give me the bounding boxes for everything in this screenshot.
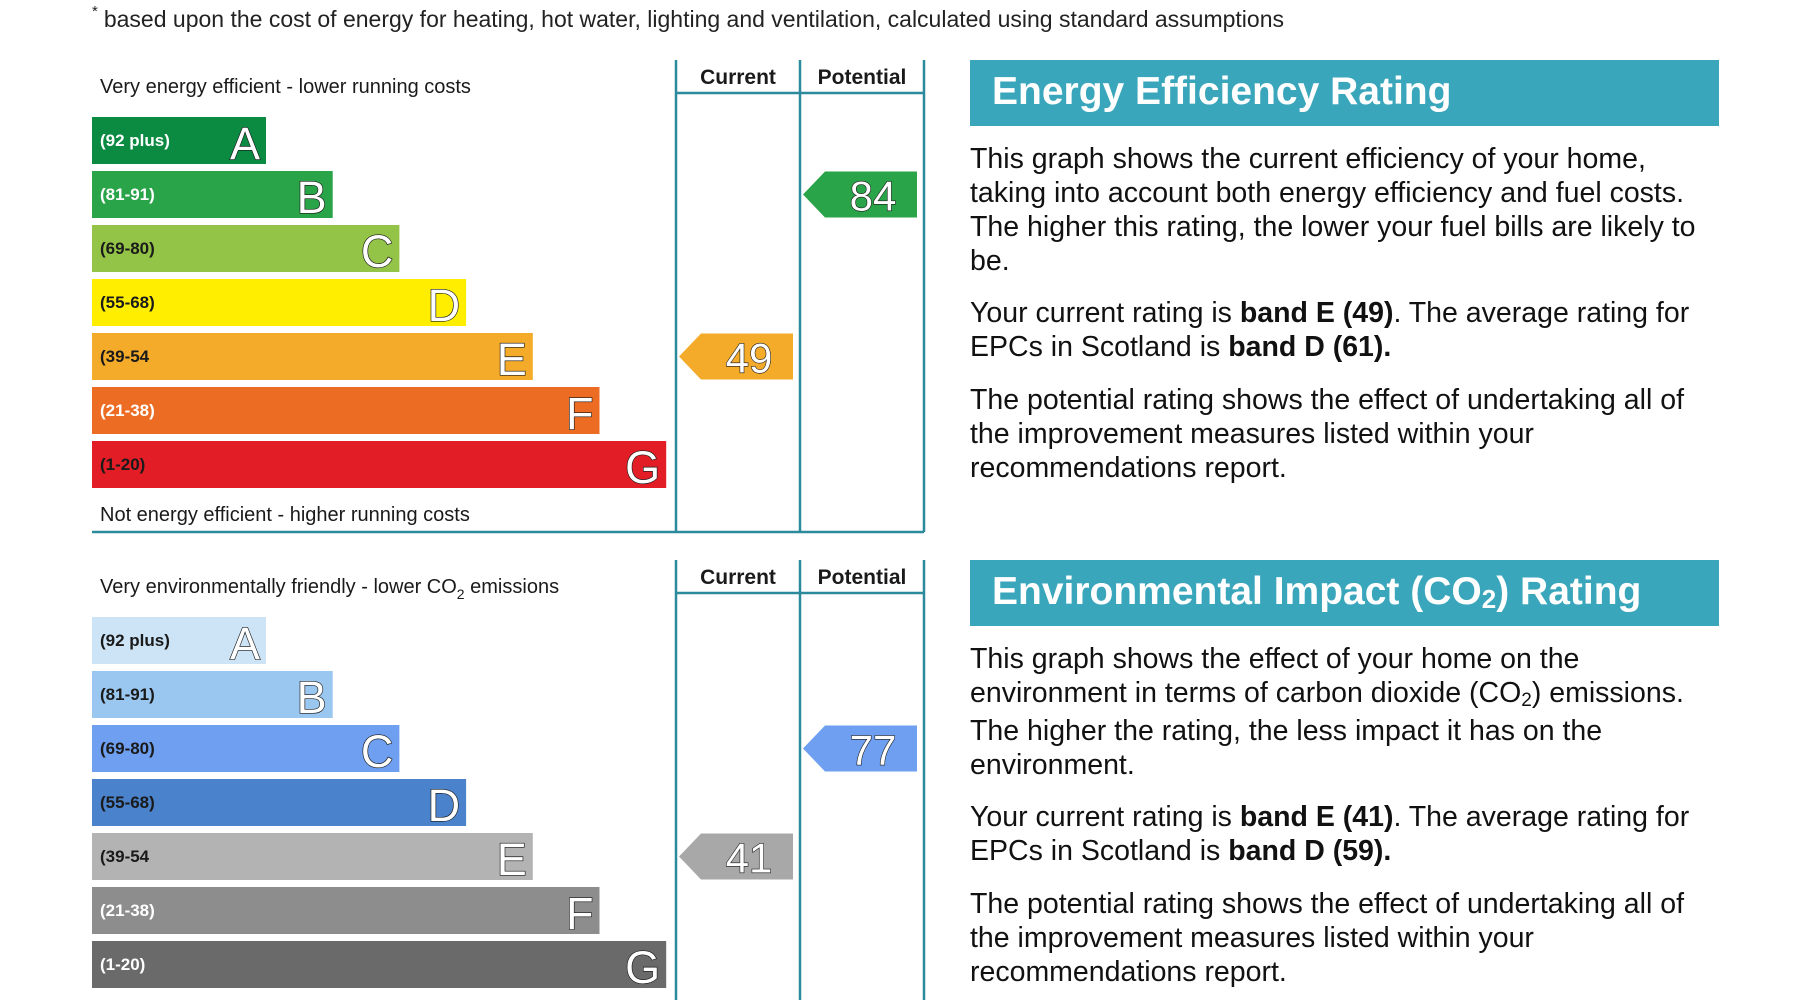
footnote: * based upon the cost of energy for heati… xyxy=(92,3,1284,33)
energy-current-rating-arrow xyxy=(679,333,793,380)
energy-band-b-letter: B xyxy=(297,172,327,223)
environment-description: This graph shows the effect of your home… xyxy=(970,643,1684,781)
energy-band-a-bar xyxy=(92,117,266,164)
environment-band-g-letter: G xyxy=(625,942,660,993)
environment-band-f-letter: F xyxy=(566,888,594,939)
environment-current-rating-arrow xyxy=(679,833,793,880)
environment-band-c-range: (69-80) xyxy=(100,739,155,758)
energy-current-header: Current xyxy=(700,66,776,89)
environmental-impact-chart: Current Potential Very environmentally fri… xyxy=(92,560,926,1000)
environment-band-e-range: (39-54 xyxy=(100,847,150,866)
energy-band-c-range: (69-80) xyxy=(100,239,155,258)
environment-current-rating-value: 41 xyxy=(726,835,773,882)
energy-bottom-label: Not energy efficient - higher running co… xyxy=(100,504,470,526)
energy-band-c-bar xyxy=(92,225,400,272)
energy-current-rating-text: Your current rating is band E (49). The … xyxy=(970,297,1690,363)
energy-top-label: Very energy efficient - lower running co… xyxy=(100,76,471,98)
energy-band-d-letter: D xyxy=(428,280,461,331)
energy-band-g-range: (1-20) xyxy=(100,455,145,474)
environment-band-g-bar xyxy=(92,941,667,988)
environment-band-d-range: (55-68) xyxy=(100,793,155,812)
energy-band-g-letter: G xyxy=(625,442,660,493)
energy-band-a-range: (92 plus) xyxy=(100,131,170,150)
energy-band-b-bar xyxy=(92,171,333,218)
environment-current-band: band E (41) xyxy=(1239,801,1394,833)
energy-potential-rating-value: 84 xyxy=(850,173,897,220)
environment-band-g-range: (1-20) xyxy=(100,955,145,974)
energy-band-e-range: (39-54 xyxy=(100,347,150,366)
environment-band-f-bar xyxy=(92,887,600,934)
energy-description: This graph shows the current efficiency … xyxy=(970,143,1696,277)
environment-band-a-bar xyxy=(92,617,266,664)
environment-band-a-range: (92 plus) xyxy=(100,631,170,650)
energy-current-band: band E (49) xyxy=(1239,297,1394,329)
environment-potential-header: Potential xyxy=(818,566,907,589)
environment-potential-rating-value: 77 xyxy=(850,727,897,774)
environment-band-e-bar xyxy=(92,833,533,880)
environmental-impact-title: Environmental Impact (CO2) Rating xyxy=(970,560,1719,626)
environment-band-f-range: (21-38) xyxy=(100,901,155,920)
environment-potential-text: The potential rating shows the effect of… xyxy=(970,888,1685,988)
environment-svg: Current Potential Very environmentally fri… xyxy=(92,560,926,1000)
energy-potential-rating-arrow xyxy=(803,171,917,218)
energy-current-rating-value: 49 xyxy=(726,335,773,382)
energy-band-e-bar xyxy=(92,333,533,380)
energy-potential-header: Potential xyxy=(818,66,907,89)
environment-band-c-letter: C xyxy=(361,726,394,777)
energy-band-c-letter: C xyxy=(361,226,394,277)
environment-band-a-letter: A xyxy=(230,618,260,669)
energy-band-d-range: (55-68) xyxy=(100,293,155,312)
environment-band-b-bar xyxy=(92,671,333,718)
energy-efficiency-chart: Current Potential Very energy efficient - … xyxy=(92,60,926,534)
environment-band-b-range: (81-91) xyxy=(100,685,155,704)
environment-top-label: Very environmentally friendly - lower CO… xyxy=(100,576,559,602)
environment-band-b-letter: B xyxy=(297,672,327,723)
environment-average-band: band D (59). xyxy=(1228,835,1392,867)
environmental-impact-panel: Environmental Impact (CO2) Rating This g… xyxy=(970,560,1719,989)
environment-band-e-letter: E xyxy=(497,834,527,885)
energy-band-a-letter: A xyxy=(230,118,260,169)
energy-band-f-range: (21-38) xyxy=(100,401,155,420)
environment-current-rating-text: Your current rating is band E (41). The … xyxy=(970,801,1690,867)
energy-band-b-range: (81-91) xyxy=(100,185,155,204)
energy-band-d-bar xyxy=(92,279,467,326)
energy-svg: Current Potential Very energy efficient - … xyxy=(92,60,926,534)
energy-band-f-bar xyxy=(92,387,600,434)
environment-band-d-bar xyxy=(92,779,467,826)
energy-potential-text: The potential rating shows the effect of… xyxy=(970,384,1685,484)
energy-efficiency-panel: Energy Efficiency Rating This graph show… xyxy=(970,60,1719,485)
footnote-marker: * xyxy=(92,3,98,20)
energy-efficiency-title: Energy Efficiency Rating xyxy=(970,60,1719,126)
energy-average-band: band D (61). xyxy=(1228,331,1392,363)
environment-band-d-letter: D xyxy=(428,780,461,831)
energy-band-g-bar xyxy=(92,441,667,488)
environment-current-header: Current xyxy=(700,566,776,589)
environment-potential-rating-arrow xyxy=(803,725,917,772)
footnote-text: based upon the cost of energy for heatin… xyxy=(103,6,1284,32)
environment-band-c-bar xyxy=(92,725,400,772)
energy-band-e-letter: E xyxy=(497,334,527,385)
energy-band-f-letter: F xyxy=(566,388,594,439)
